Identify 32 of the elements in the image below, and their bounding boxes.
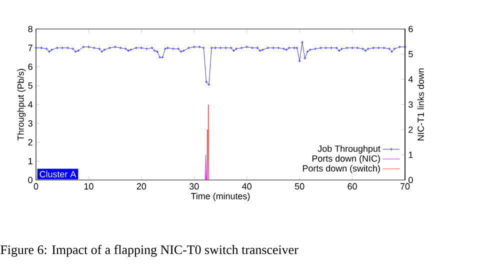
y-axis-title: Throughput (Pb/s) [17,68,26,140]
y2-tick-label: 4 [408,76,413,82]
y-tick-label: 1 [28,158,32,164]
y2-tick-label: 2 [408,126,413,133]
legend-label: Ports down (switch) [302,164,380,174]
legend-label: Job Throughput [318,145,380,154]
x-tick-label: 10 [84,183,94,190]
y-tick-label: 3 [28,120,32,127]
y2-tick-label: 1 [408,152,413,158]
x-tick-label: 20 [136,183,146,190]
x-tick-label: 50 [294,183,304,190]
y-tick-label: 6 [28,64,32,70]
y2-tick-label: 6 [408,26,413,32]
caption: Figure 6: Impact of a flapping NIC-T0 switch transceiver [0,244,298,257]
y2-tick-label: 3 [408,101,413,108]
y-tick-label: 7 [28,44,32,51]
x-axis-title: Time (minutes) [190,192,250,202]
x-tick-label: 40 [242,183,252,190]
y2-axis-title: NIC-T1 links down [417,68,424,140]
y-tick-label: 0 [28,176,32,184]
y-tick-label: 8 [28,26,32,32]
annotation: Cluster A [40,170,76,178]
y-tick-label: 5 [28,82,32,89]
x-tick-label: 60 [348,183,357,190]
y2-tick-label: 5 [408,51,413,58]
legend-label: Ports down (NIC) [312,155,380,164]
y-tick-label: 4 [28,101,33,108]
x-tick-label: 30 [190,183,199,190]
x-tick-label: 70 [400,183,410,190]
x-tick-label: 0 [34,183,38,190]
y-tick-label: 2 [28,139,32,146]
y2-tick-label: 0 [408,176,413,184]
